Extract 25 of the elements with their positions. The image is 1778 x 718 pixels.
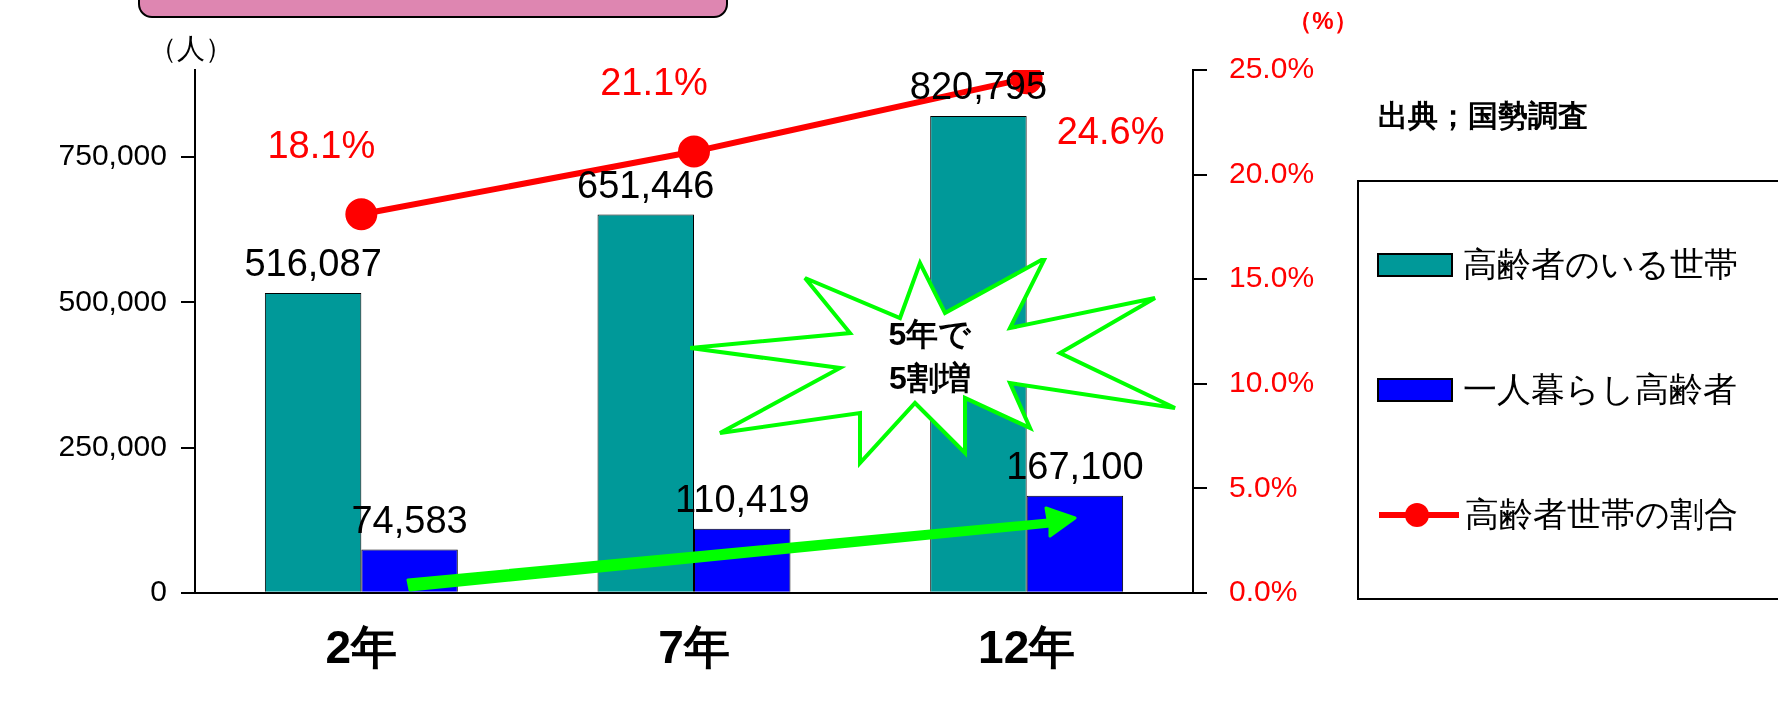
source-note: 出典；国勢調査: [1378, 98, 1588, 134]
data-label: 21.1%: [600, 61, 708, 104]
y2-tick-label: 5.0%: [1229, 469, 1298, 503]
x-tick-label: 2年: [325, 621, 398, 674]
y-tick-label: 500,000: [58, 283, 167, 317]
y-tick-label: 250,000: [58, 428, 167, 462]
y2-tick-label: 10.0%: [1229, 364, 1315, 398]
y-tick-label: 750,000: [58, 138, 167, 172]
legend-label: 高齢者のいる世帯: [1463, 243, 1738, 285]
y-axis-title: （人）: [149, 32, 233, 64]
data-label: 516,087: [244, 242, 382, 285]
data-label: 18.1%: [267, 123, 376, 166]
x-tick-label: 12年: [978, 621, 1076, 674]
y2-tick-label: 15.0%: [1229, 260, 1315, 294]
y2-tick-label: 20.0%: [1229, 155, 1315, 189]
legend-label: 高齢者世帯の割合: [1465, 494, 1738, 536]
data-label: 24.6%: [1056, 109, 1165, 152]
legend-label: 一人暮らし高齢者: [1463, 369, 1737, 410]
x-tick-label: 7年: [658, 621, 730, 674]
y2-tick-label: 0.0%: [1229, 574, 1298, 608]
y-tick-label: 0: [150, 574, 167, 608]
data-label: 651,446: [577, 163, 715, 206]
y2-tick-label: 25.0%: [1229, 51, 1315, 85]
annotation: 5年で 5割増: [887, 315, 973, 398]
y2-axis-title: （%）: [1288, 6, 1358, 34]
